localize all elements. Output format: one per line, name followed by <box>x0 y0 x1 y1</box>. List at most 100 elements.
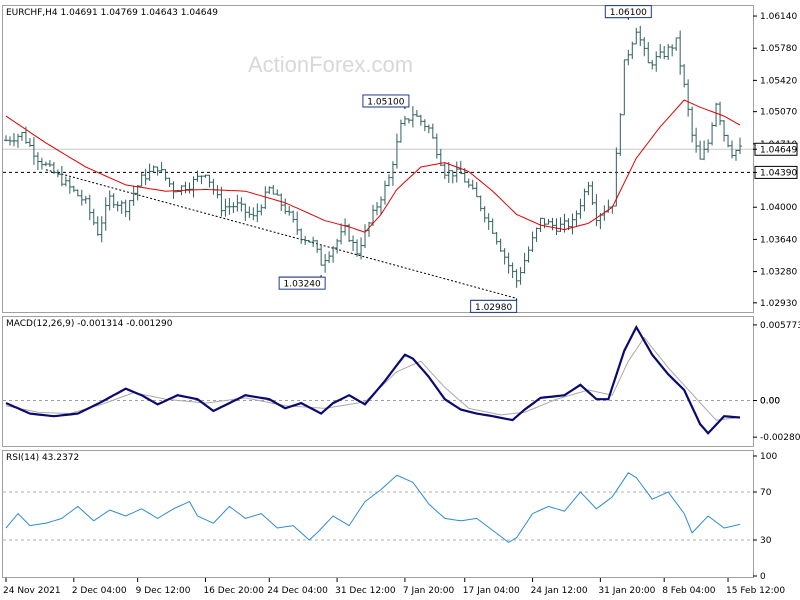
x-tick-label: 24 Dec 04:00 <box>267 586 328 596</box>
ohlc-bar <box>374 201 379 216</box>
ohlc-bar <box>578 198 583 219</box>
ohlc-bar <box>710 122 715 146</box>
ohlc-bar <box>394 133 399 169</box>
x-tick-label: 31 Jan 20:00 <box>598 586 655 596</box>
current-price-label: 1.04649 <box>760 145 797 155</box>
rsi-y-tick: 0 <box>760 572 766 582</box>
ohlc-bar <box>279 193 284 211</box>
ohlc-bar <box>119 200 124 214</box>
ohlc-bar <box>59 166 64 187</box>
ohlc-bar <box>227 198 232 215</box>
ohlc-bar <box>402 115 407 126</box>
price-y-tick: 1.05070 <box>760 108 797 118</box>
ohlc-bar <box>590 181 595 205</box>
rsi-y-tick: 30 <box>760 536 772 546</box>
ohlc-bar <box>239 197 244 212</box>
ohlc-bar <box>251 207 256 221</box>
ohlc-bar <box>706 139 711 153</box>
ohlc-bar <box>351 235 356 252</box>
ohlc-bar <box>311 236 316 248</box>
ohlc-bar <box>131 185 136 206</box>
ohlc-bar <box>386 174 391 187</box>
ohlc-bar <box>199 175 204 185</box>
ohlc-bar <box>223 198 228 217</box>
x-tick-label: 8 Feb 04:00 <box>662 586 716 596</box>
ma-line <box>5 99 741 233</box>
ohlc-bar <box>506 252 511 274</box>
ohlc-bar <box>470 179 475 190</box>
watermark: ActionForex.com <box>248 52 413 77</box>
macd-header: MACD(12,26,9) -0.001314 -0.001290 <box>6 319 173 329</box>
ohlc-bar <box>622 59 627 116</box>
ohlc-bar <box>191 176 196 198</box>
annotation-label: 1.03240 <box>284 280 321 290</box>
ohlc-bar <box>299 228 304 244</box>
rsi-line <box>5 472 741 544</box>
trendline-line <box>45 169 517 299</box>
ohlc-bar <box>418 114 423 126</box>
ohlc-bar <box>670 44 675 57</box>
ohlc-bar <box>554 218 559 236</box>
ohlc-bar <box>486 213 491 230</box>
x-tick-label: 24 Jan 12:00 <box>531 586 588 596</box>
ohlc-bar <box>594 194 599 227</box>
ohlc-bar <box>502 248 507 265</box>
ohlc-bar <box>434 133 439 159</box>
ohlc-bar <box>143 168 148 186</box>
rsi-panel-frame <box>2 450 754 578</box>
x-tick-label: 2 Dec 04:00 <box>72 586 127 596</box>
trendline <box>45 169 517 299</box>
macd-y-tick: 0.00 <box>760 396 780 406</box>
ohlc-bar <box>323 254 328 273</box>
x-tick-label: 15 Feb 12:00 <box>726 586 785 596</box>
ohlc-bar <box>139 172 144 187</box>
ohlc-bar <box>570 213 575 235</box>
ohlc-bar <box>107 190 112 211</box>
annotation-box <box>362 94 410 108</box>
ohlc-bar <box>115 201 120 212</box>
price-bars <box>4 25 742 288</box>
ohlc-bar <box>574 210 579 227</box>
ohlc-bar <box>674 37 679 51</box>
x-tick-label: 9 Dec 12:00 <box>136 586 191 596</box>
ohlc-bar <box>331 245 336 263</box>
price-y-tick: 1.03280 <box>760 268 797 278</box>
y-axis-ticks: 1.061401.057801.054201.050701.047101.040… <box>753 12 800 582</box>
ohlc-bar <box>478 195 483 212</box>
ohlc-bar <box>694 127 699 153</box>
macd-panel-frame <box>2 316 754 447</box>
ohlc-bar <box>79 189 84 206</box>
rsi-y-tick: 100 <box>760 452 777 462</box>
support-label: 1.04390 <box>760 168 797 178</box>
ohlc-bar <box>730 140 735 159</box>
ohlc-bar <box>426 124 431 134</box>
macd-y-tick: 0.00 <box>760 396 780 406</box>
ohlc-bar <box>159 162 164 173</box>
ohlc-bar <box>514 269 519 288</box>
ohlc-bar <box>127 199 132 221</box>
ohlc-bar <box>630 41 635 60</box>
ohlc-bar <box>690 106 695 143</box>
ohlc-bar <box>367 221 372 237</box>
ohlc-bar <box>319 245 324 266</box>
ohlc-bar <box>71 185 76 193</box>
ohlc-bar <box>51 161 56 174</box>
ohlc-bar <box>163 169 168 181</box>
ohlc-bar <box>682 64 687 88</box>
ohlc-bar <box>203 174 208 178</box>
rsi-header: RSI(14) 43.2372 <box>6 453 79 463</box>
ohlc-bar <box>259 204 264 216</box>
ohlc-bar <box>63 176 68 187</box>
price-y-tick: 1.05420 <box>760 76 797 86</box>
ohlc-bar <box>466 178 471 188</box>
ohlc-bar <box>271 184 276 195</box>
ohlc-bar <box>355 239 360 257</box>
ohlc-bar <box>450 170 455 184</box>
ohlc-bar <box>458 160 463 175</box>
ohlc-bar <box>442 162 447 180</box>
ohlc-bar <box>558 217 563 232</box>
ohlc-bar <box>546 218 551 225</box>
ohlc-bar <box>255 203 260 223</box>
ohlc-bar <box>267 186 272 194</box>
